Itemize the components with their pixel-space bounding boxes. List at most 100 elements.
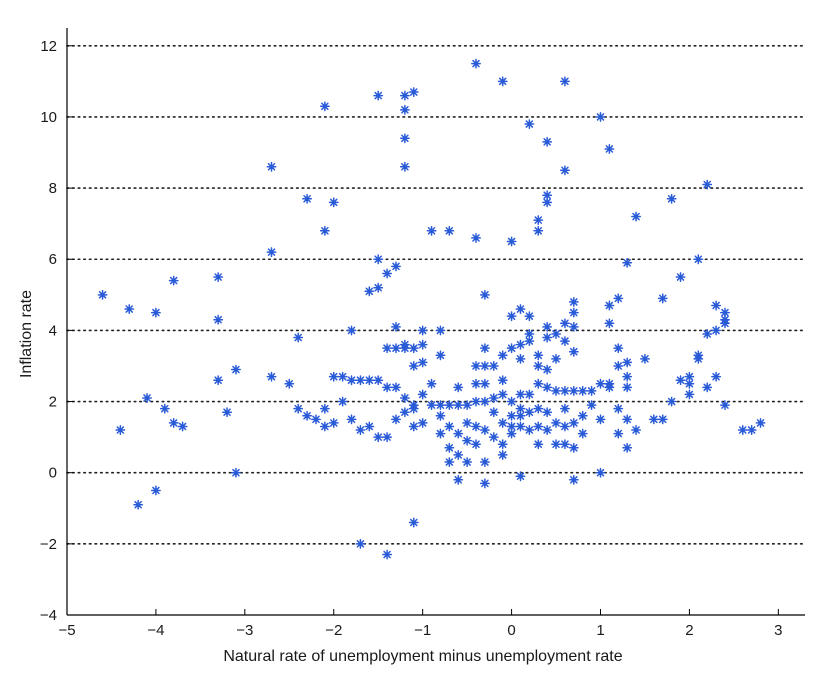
- data-point: [408, 403, 419, 414]
- data-point: [479, 425, 490, 435]
- data-point: [417, 339, 428, 350]
- data-point: [444, 225, 455, 236]
- data-point: [453, 382, 464, 393]
- data-point: [622, 442, 633, 453]
- x-tick-label: 1: [596, 622, 604, 639]
- data-point: [497, 389, 508, 400]
- data-point: [453, 449, 464, 460]
- data-point: [515, 353, 526, 364]
- data-point: [373, 90, 384, 101]
- data-point: [177, 421, 188, 432]
- data-point: [604, 382, 615, 393]
- data-point: [355, 538, 366, 549]
- data-point: [613, 403, 624, 414]
- data-point: [506, 428, 517, 439]
- data-point: [453, 428, 464, 439]
- data-point: [542, 425, 553, 435]
- data-point: [391, 343, 401, 354]
- data-point: [488, 432, 499, 443]
- data-point: [497, 417, 508, 428]
- data-point: [426, 400, 437, 411]
- data-point: [657, 293, 668, 304]
- data-point: [408, 517, 419, 528]
- data-point: [506, 311, 517, 322]
- data-point: [364, 421, 375, 432]
- data-point: [373, 254, 384, 265]
- data-point: [631, 425, 642, 435]
- y-tick-label: −4: [40, 607, 57, 624]
- data-point: [524, 329, 535, 339]
- data-point: [542, 136, 553, 147]
- data-point: [479, 457, 490, 467]
- data-point: [693, 353, 704, 364]
- data-point: [586, 385, 597, 396]
- data-point: [479, 361, 490, 371]
- data-point: [471, 421, 481, 432]
- data-point: [533, 215, 544, 226]
- data-point: [408, 361, 419, 371]
- data-point: [328, 197, 339, 208]
- data-point: [497, 439, 508, 450]
- data-point: [293, 332, 304, 343]
- x-tick-label: −3: [236, 622, 253, 639]
- data-point: [97, 289, 108, 300]
- data-point: [622, 257, 633, 268]
- data-point: [124, 304, 135, 314]
- data-point: [319, 403, 330, 414]
- data-point: [622, 371, 633, 382]
- data-point: [426, 378, 437, 389]
- data-point: [266, 247, 277, 258]
- y-tick-label: 12: [40, 38, 57, 55]
- data-point: [515, 421, 526, 432]
- data-point: [533, 403, 544, 414]
- y-tick-label: 0: [49, 465, 57, 482]
- data-point: [364, 375, 375, 386]
- axes: [66, 28, 805, 616]
- data-point: [471, 58, 481, 69]
- y-tick-label: 2: [49, 394, 57, 411]
- data-point: [559, 76, 570, 87]
- data-point: [213, 375, 224, 386]
- data-point: [319, 101, 330, 112]
- data-point: [515, 410, 526, 421]
- data-point: [577, 410, 588, 421]
- y-tick-label: 8: [49, 180, 57, 197]
- data-point: [408, 343, 419, 354]
- data-point: [399, 393, 410, 403]
- data-point: [488, 393, 499, 403]
- data-point: [506, 396, 517, 407]
- data-point: [577, 428, 588, 439]
- data-point: [720, 318, 730, 329]
- data-point: [230, 364, 241, 375]
- data-point: [595, 414, 606, 425]
- data-point: [453, 400, 464, 411]
- data-point: [399, 343, 410, 354]
- data-point: [559, 336, 570, 347]
- data-point: [355, 375, 366, 386]
- data-point: [168, 417, 179, 428]
- data-point: [471, 378, 481, 389]
- x-tick-label: −5: [58, 622, 75, 639]
- data-point: [533, 225, 544, 236]
- data-point: [595, 111, 606, 122]
- data-point: [319, 421, 330, 432]
- data-point: [444, 421, 455, 432]
- data-point: [417, 357, 428, 368]
- data-point: [417, 325, 428, 336]
- x-tick-label: 2: [685, 622, 693, 639]
- data-point: [506, 236, 517, 247]
- data-point: [373, 375, 384, 386]
- data-point: [559, 439, 570, 450]
- data-point: [551, 329, 561, 339]
- data-point: [293, 403, 304, 414]
- data-point: [471, 439, 481, 450]
- data-point: [506, 343, 517, 354]
- data-point: [150, 485, 161, 496]
- data-point: [391, 414, 401, 425]
- x-axis-ticks: −5 −4 −3 −2 −1 0 1 2 3: [58, 609, 782, 639]
- data-point: [311, 414, 321, 425]
- data-point: [515, 403, 526, 414]
- data-point: [524, 407, 535, 418]
- x-axis-label: Natural rate of unemployment minus unemp…: [223, 648, 622, 665]
